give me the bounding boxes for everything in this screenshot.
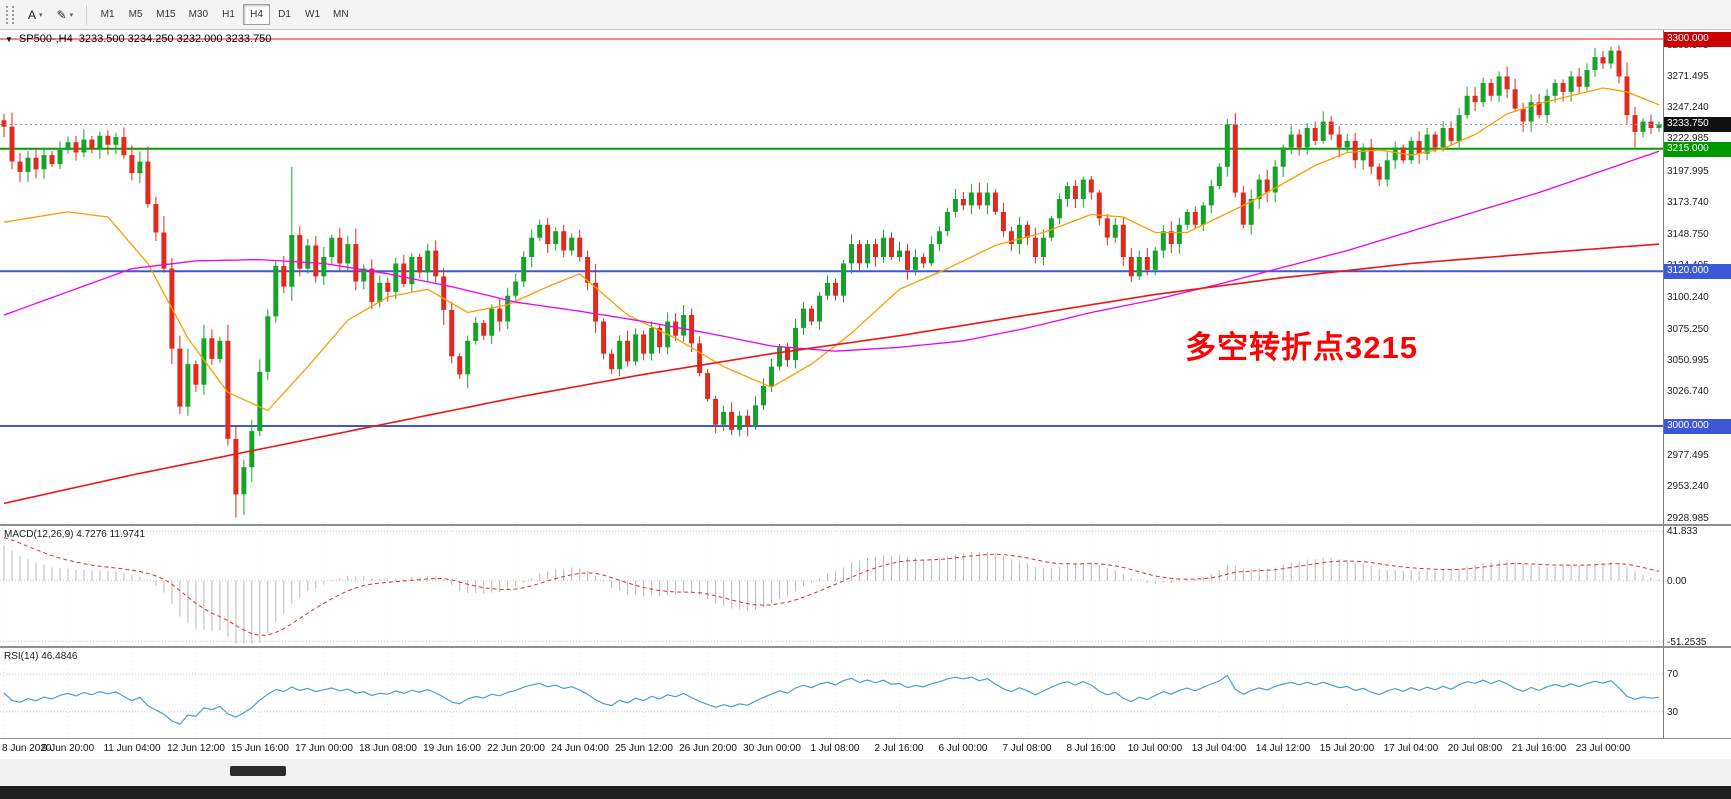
axis-label: 0.00 [1667, 576, 1687, 587]
ma-line-slow [3, 243, 1660, 505]
time-axis-label: 2 Jul 16:00 [874, 743, 924, 754]
axis-label: 3271.495 [1667, 71, 1709, 82]
timeframe-mn-button[interactable]: MN [327, 4, 355, 25]
chart-window: ▼ SP500-,H4 3233.500 3234.250 3232.000 3… [0, 30, 1731, 799]
timeframe-h1-button[interactable]: H1 [215, 4, 242, 25]
ma-line-medium [3, 150, 1660, 352]
time-axis-label: 25 Jun 12:00 [615, 743, 673, 754]
timeframe-m1-button[interactable]: M1 [94, 4, 121, 25]
main-chart-canvas[interactable] [0, 30, 1663, 524]
axis-label: 3173.740 [1667, 197, 1709, 208]
time-axis-label: 19 Jun 16:00 [423, 743, 481, 754]
symbol-name: SP500-,H4 [18, 33, 73, 45]
rsi-line [3, 674, 1660, 725]
pencil-icon: ✎ [56, 7, 67, 22]
bottom-strip [0, 759, 1731, 799]
time-axis-label: 22 Jun 20:00 [487, 743, 545, 754]
time-axis-label: 6 Jul 00:00 [938, 743, 988, 754]
macd-panel-canvas[interactable] [0, 526, 1663, 646]
axis-label: 3222.985 [1667, 133, 1709, 144]
axis-label: 3148.750 [1667, 229, 1709, 240]
time-axis-label: 17 Jun 00:00 [295, 743, 353, 754]
time-axis-label: 26 Jun 20:00 [679, 743, 737, 754]
time-axis-label: 10 Jul 00:00 [1127, 743, 1183, 754]
axis-label: 3050.995 [1667, 355, 1709, 366]
axis-label: 2977.495 [1667, 450, 1709, 461]
axis-label: 3197.995 [1667, 166, 1709, 177]
ma-line-fast [3, 87, 1660, 412]
panel-separator[interactable] [0, 524, 1731, 526]
symbol-ohlc: 3233.500 3234.250 3232.000 3233.750 [78, 33, 272, 45]
time-axis-label: 14 Jul 12:00 [1255, 743, 1311, 754]
time-axis-label: 17 Jul 04:00 [1383, 743, 1439, 754]
time-axis-label: 21 Jul 16:00 [1511, 743, 1567, 754]
chevron-down-icon: ▾ [69, 11, 74, 19]
price-tag: 3120.000 [1664, 264, 1731, 279]
timeframe-m5-button[interactable]: M5 [122, 4, 149, 25]
time-axis-label: 7 Jul 08:00 [1002, 743, 1052, 754]
window-edge [0, 786, 1731, 799]
time-axis-label: 8 Jul 16:00 [1066, 743, 1116, 754]
time-axis-label: 18 Jun 08:00 [359, 743, 417, 754]
chart-text-annotation[interactable]: 多空转折点3215 [1185, 330, 1418, 365]
axis-label: -51.2535 [1667, 637, 1707, 648]
horizontal-scrollbar-thumb[interactable] [230, 766, 286, 776]
timeframe-h4-button[interactable]: H4 [243, 4, 271, 25]
price-axis[interactable]: 3295.5753271.4953247.2403222.9853197.995… [1663, 30, 1731, 738]
time-axis-label: 30 Jun 00:00 [743, 743, 801, 754]
draw-tool-button[interactable]: ✎ ▾ [51, 4, 80, 26]
toolbar-separator [86, 4, 88, 25]
time-axis-label: 11 Jun 04:00 [103, 743, 161, 754]
toolbar-grip-handle[interactable] [6, 5, 14, 24]
candles [1, 45, 1662, 518]
axis-label: 3100.240 [1667, 292, 1709, 303]
chart-symbol-line: ▼ SP500-,H4 3233.500 3234.250 3232.000 3… [5, 33, 271, 45]
collapse-caret-icon[interactable]: ▼ [5, 34, 13, 44]
time-axis[interactable]: 8 Jun 2020 9 Jun 20:00 11 Jun 04:00 12 Jun … [0, 738, 1731, 759]
text-tool-button[interactable]: A ▾ [22, 4, 49, 26]
macd-histogram [3, 545, 1660, 644]
rsi-indicator-label: RSI(14) 46.4846 [4, 651, 78, 662]
axis-label: 2928.985 [1667, 513, 1709, 524]
time-axis-label: 9 Jun 20:00 [41, 743, 95, 754]
rsi-panel-canvas[interactable] [0, 648, 1663, 738]
timeframe-m30-button[interactable]: M30 [183, 4, 214, 25]
time-axis-label: 13 Jul 04:00 [1191, 743, 1247, 754]
axis-label: 2953.240 [1667, 481, 1709, 492]
time-axis-label: 1 Jul 08:00 [810, 743, 860, 754]
axis-label: 30 [1667, 707, 1679, 718]
time-axis-label: 12 Jun 12:00 [167, 743, 225, 754]
axis-label: 70 [1667, 669, 1679, 680]
time-axis-label: 8 Jun 2020 [2, 743, 52, 754]
chevron-down-icon: ▾ [39, 11, 43, 19]
timeframe-m15-button[interactable]: M15 [150, 4, 181, 25]
panel-separator[interactable] [0, 646, 1731, 648]
time-axis-label: 15 Jun 16:00 [231, 743, 289, 754]
time-axis-label: 24 Jun 04:00 [551, 743, 609, 754]
toolbar: A ▾ ✎ ▾ M1 M5 M15 M30 H1 H4 D1 W1 MN [0, 0, 1731, 30]
time-axis-label: 20 Jul 08:00 [1447, 743, 1503, 754]
axis-label: 3026.740 [1667, 386, 1709, 397]
price-tag: 3233.750 [1664, 117, 1731, 132]
timeframe-w1-button[interactable]: W1 [299, 4, 326, 25]
axis-label: 3075.250 [1667, 324, 1709, 335]
timeframe-d1-button[interactable]: D1 [271, 4, 298, 25]
time-axis-label: 23 Jul 00:00 [1575, 743, 1631, 754]
macd-indicator-label: MACD(12,26,9) 4.7276 11.9741 [4, 529, 146, 540]
axis-label: 41.833 [1667, 526, 1698, 537]
price-tag: 3300.000 [1664, 32, 1731, 47]
timeframe-group: M1 M5 M15 M30 H1 H4 D1 W1 MN [94, 4, 354, 25]
time-axis-label: 15 Jul 20:00 [1319, 743, 1375, 754]
price-tag: 3215.000 [1664, 142, 1731, 157]
axis-label: 3247.240 [1667, 102, 1709, 113]
price-tag: 3000.000 [1664, 419, 1731, 434]
text-tool-label: A [28, 7, 37, 22]
